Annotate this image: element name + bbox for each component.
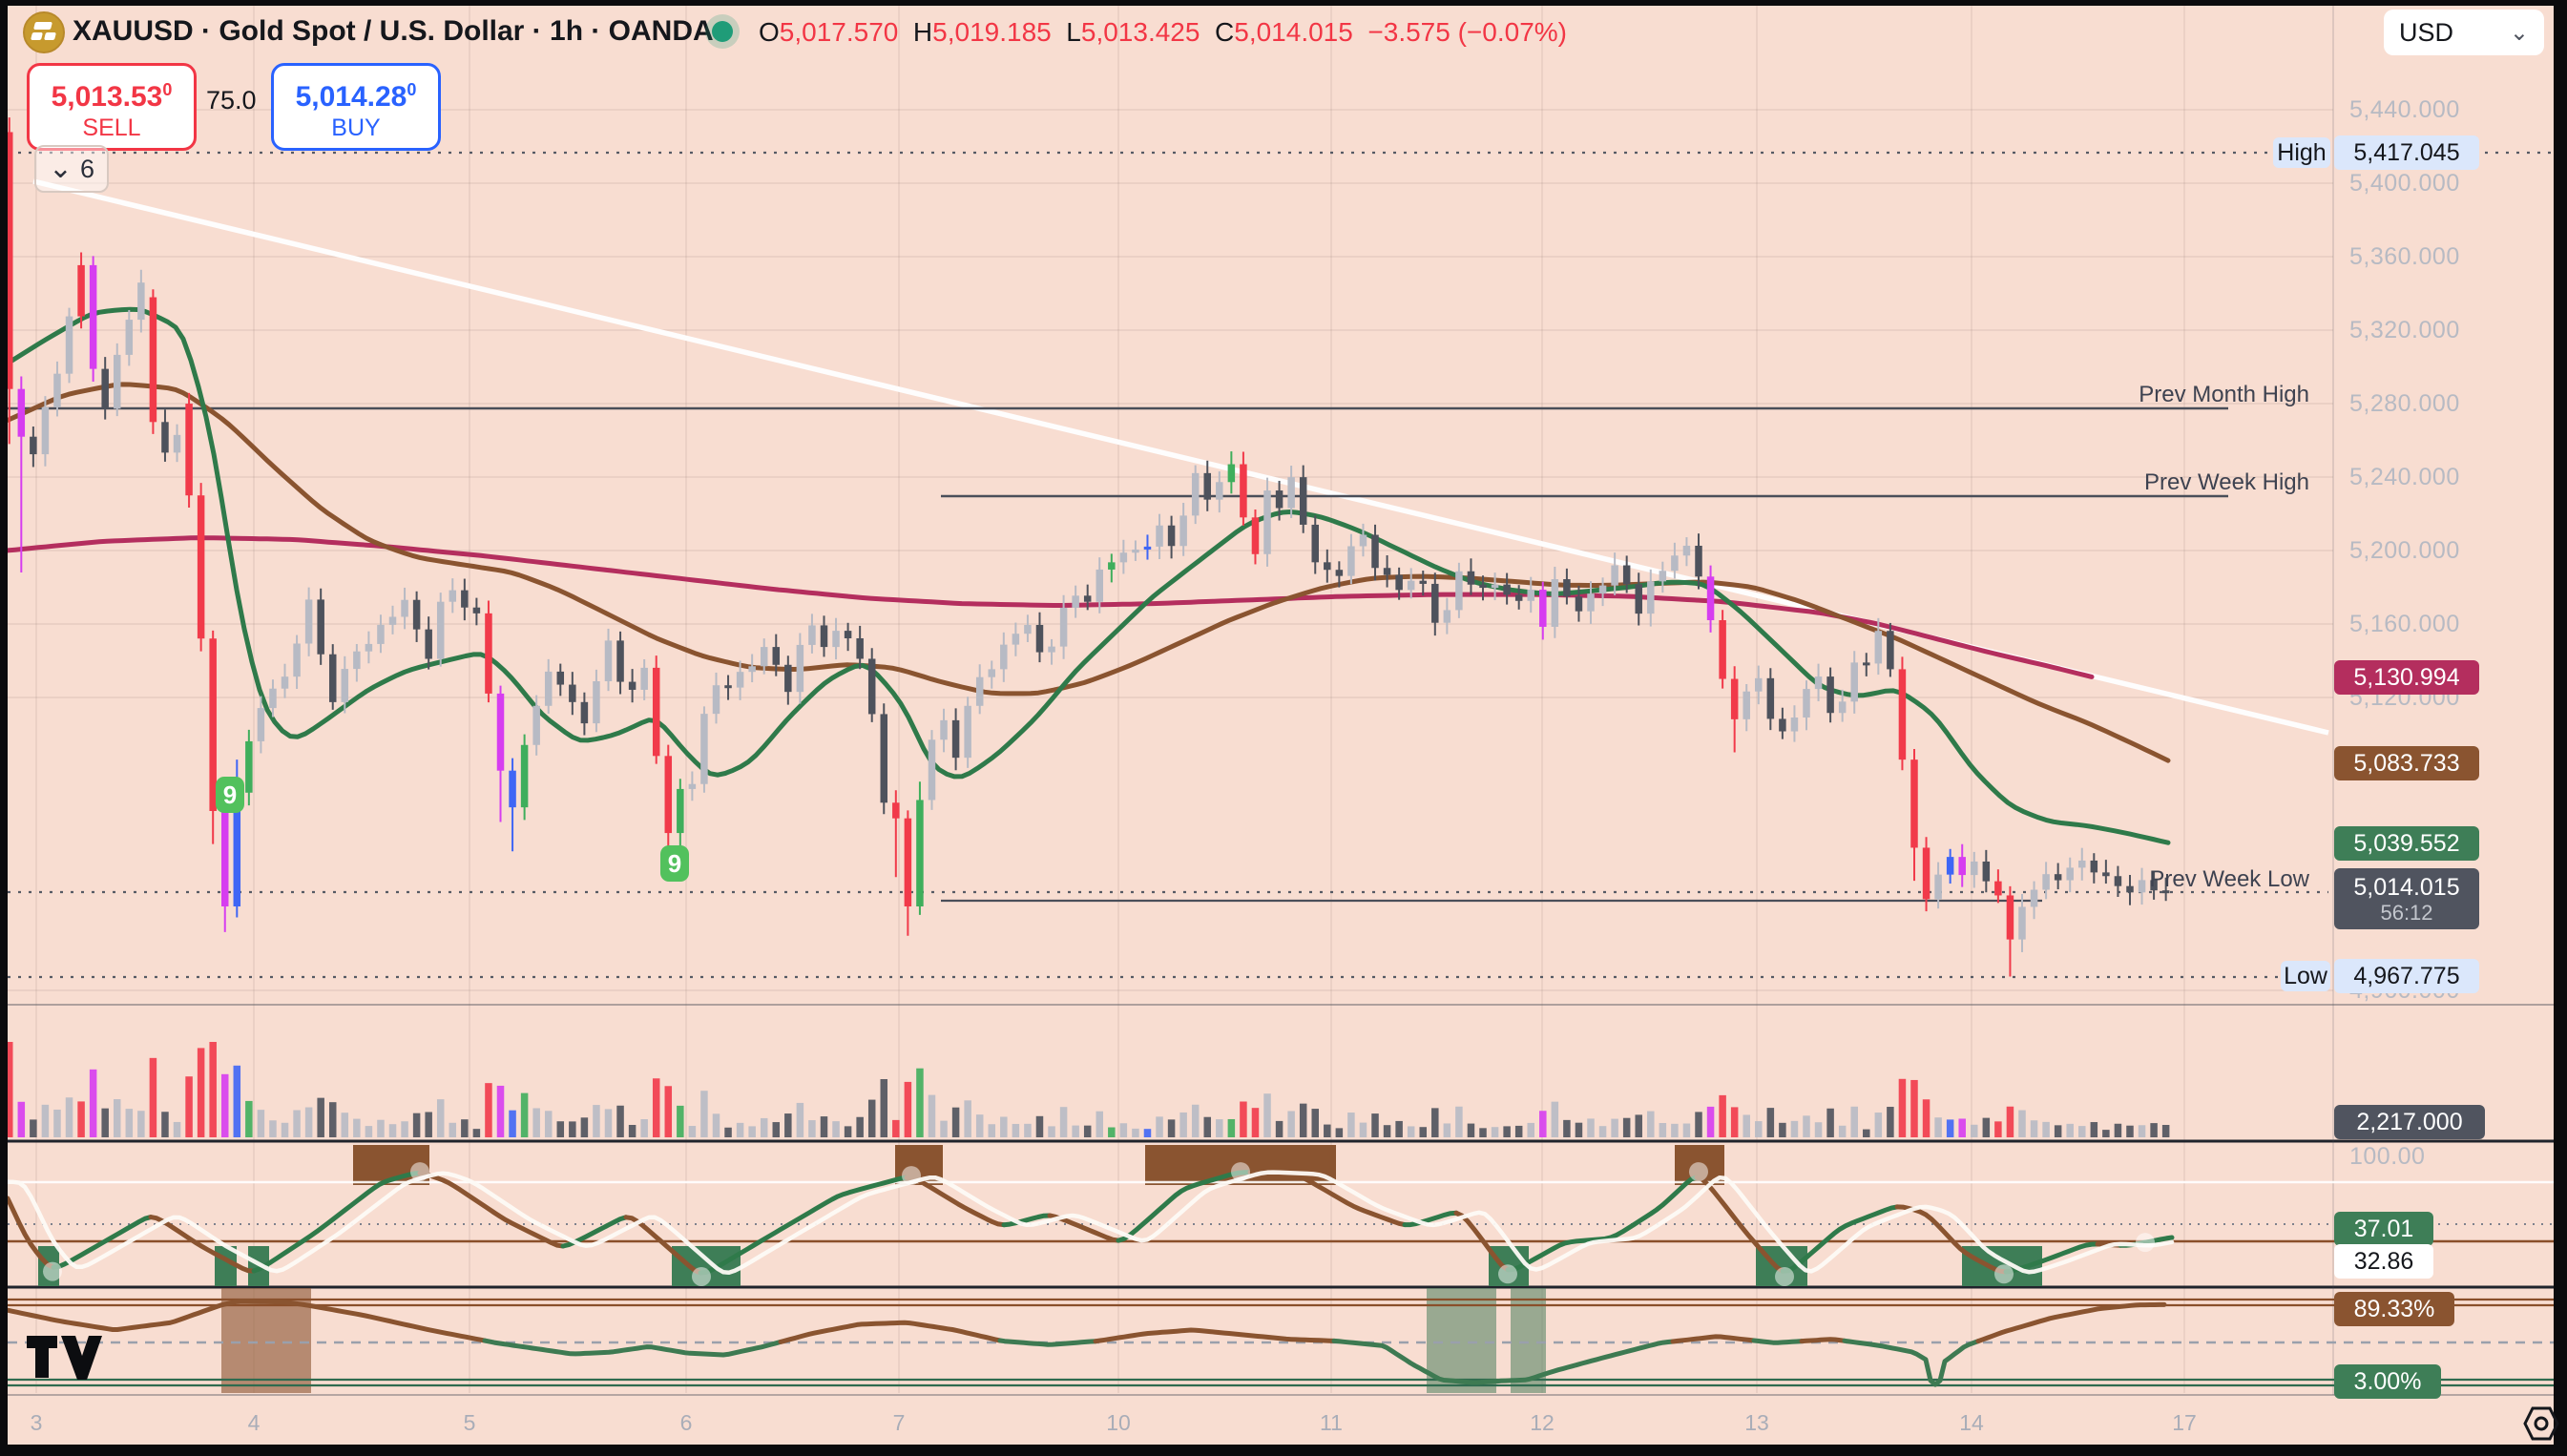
low-label-chip: Low bbox=[2281, 961, 2330, 991]
time-axis-label: 17 bbox=[2172, 1410, 2197, 1435]
chart-background bbox=[8, 6, 2554, 1445]
time-axis-label: 13 bbox=[1744, 1410, 1769, 1435]
price-tick-label: 100.00 bbox=[2349, 1143, 2426, 1170]
td9-count-badge: 9 bbox=[660, 845, 689, 882]
price-badge: 32.86 bbox=[2334, 1244, 2433, 1279]
ohlc-readout: O5,017.570 H5,019.185 L5,013.425 C5,014.… bbox=[759, 17, 1567, 47]
market-status-icon[interactable] bbox=[712, 21, 733, 42]
time-axis-label: 6 bbox=[679, 1410, 693, 1435]
price-tick-label: 5,200.000 bbox=[2349, 537, 2460, 564]
td9-count-badge: 9 bbox=[216, 777, 244, 813]
time-axis-label: 10 bbox=[1106, 1410, 1131, 1435]
price-tick-label: 5,320.000 bbox=[2349, 317, 2460, 343]
currency-dropdown[interactable]: USD ⌄ bbox=[2384, 10, 2544, 55]
high-value-chip: 5,417.045 bbox=[2334, 135, 2479, 170]
spread-value: 75.0 bbox=[206, 86, 257, 114]
price-badge: 5,130.994 bbox=[2334, 660, 2479, 695]
low-value-chip: 4,967.775 bbox=[2334, 959, 2479, 993]
price-tick-label: 5,360.000 bbox=[2349, 243, 2460, 270]
price-tick-label: 5,440.000 bbox=[2349, 96, 2460, 123]
indicators-collapse-button[interactable]: ⌄ 6 bbox=[34, 145, 109, 193]
prev-week-high-label[interactable]: Prev Week High bbox=[2144, 469, 2309, 495]
time-axis-label: 12 bbox=[1530, 1410, 1555, 1435]
chevron-down-icon: ⌄ bbox=[48, 153, 73, 184]
time-axis-label: 5 bbox=[463, 1410, 476, 1435]
prev-week-low-label[interactable]: Prev Week Low bbox=[2149, 866, 2309, 892]
chevron-down-icon: ⌄ bbox=[2509, 19, 2529, 46]
symbol-logo-gold-icon bbox=[23, 11, 65, 53]
symbol-title[interactable]: XAUUSD · Gold Spot / U.S. Dollar · 1h · … bbox=[73, 15, 714, 47]
time-axis-label: 11 bbox=[1320, 1410, 1343, 1435]
price-tick-label: 5,400.000 bbox=[2349, 170, 2460, 197]
price-badge: 3.00% bbox=[2334, 1364, 2441, 1399]
price-badge: 2,217.000 bbox=[2334, 1105, 2485, 1139]
time-axis-label: 14 bbox=[1959, 1410, 1984, 1435]
price-tick-label: 5,160.000 bbox=[2349, 611, 2460, 637]
time-axis-label: 7 bbox=[892, 1410, 906, 1435]
pane-settings-icon[interactable] bbox=[2521, 1404, 2563, 1443]
buy-button[interactable]: 5,014.280 BUY bbox=[271, 63, 441, 151]
time-axis-label: 3 bbox=[30, 1410, 43, 1435]
time-axis-label: 4 bbox=[247, 1410, 261, 1435]
sell-button[interactable]: 5,013.530 SELL bbox=[27, 63, 197, 151]
price-badge: 5,083.733 bbox=[2334, 746, 2479, 780]
prev-month-high-label[interactable]: Prev Month High bbox=[2139, 382, 2309, 407]
price-badge: 37.01 bbox=[2334, 1212, 2433, 1246]
price-tick-label: 5,240.000 bbox=[2349, 464, 2460, 490]
price-badge: 89.33% bbox=[2334, 1292, 2454, 1326]
price-tick-label: 5,280.000 bbox=[2349, 390, 2460, 417]
high-label-chip: High bbox=[2273, 137, 2330, 168]
price-badge: 5,039.552 bbox=[2334, 826, 2479, 861]
change-readout: −3.575 (−0.07%) bbox=[1367, 17, 1567, 47]
price-badge: 5,014.015 56:12 bbox=[2334, 868, 2479, 929]
